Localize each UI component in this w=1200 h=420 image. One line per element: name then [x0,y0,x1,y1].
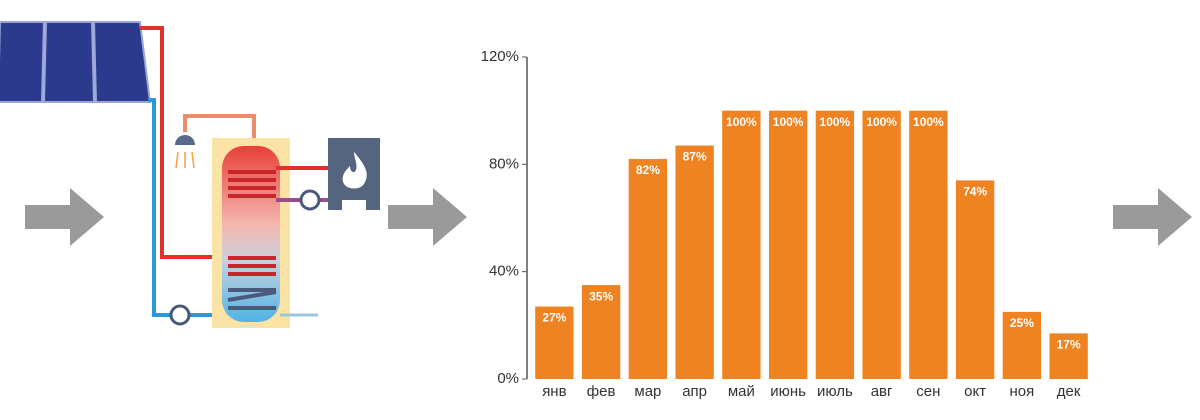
bar [628,158,668,379]
value-label: 87% [683,150,707,164]
cold-pipe [148,98,228,317]
bar [581,285,621,379]
bar [1002,311,1042,379]
value-label: 35% [589,289,613,303]
arrow [25,188,104,246]
solar-system-diagram [0,21,380,328]
x-tick-label: мар [634,383,661,400]
x-tick-label: янв [542,383,566,400]
bar [1049,333,1088,379]
y-tick-label: 120% [481,48,519,65]
value-label: 100% [913,115,944,129]
value-label: 100% [866,115,897,129]
value-label: 17% [1057,338,1081,352]
bar [862,110,901,380]
solar-panels [0,21,152,103]
value-label: 100% [820,115,851,129]
arrow [388,188,467,246]
x-tick-label: авг [871,383,893,400]
shower-drops [175,151,195,169]
bar [768,110,808,380]
bar [815,110,855,380]
x-tick-label: дек [1057,383,1081,400]
x-tick-label: июль [817,383,853,400]
value-label: 25% [1010,316,1034,330]
value-label: 82% [636,163,660,177]
x-tick-label: июнь [770,383,806,400]
value-label: 74% [963,185,987,199]
value-label: 100% [726,115,757,129]
y-tick-label: 0% [497,370,519,387]
x-tick-label: фев [587,383,616,400]
shower-head [175,135,195,145]
pump [169,304,191,326]
x-tick-label: апр [682,383,707,400]
bar [535,306,574,379]
value-label: 100% [773,115,804,129]
arrow [1113,188,1192,246]
value-label: 27% [542,311,566,325]
x-tick-label: ноя [1010,383,1035,400]
bar [722,110,761,380]
flame [342,152,367,189]
y-tick-label: 40% [489,263,519,280]
bar [675,145,714,379]
hot-pipe [140,26,228,259]
y-tick-label: 80% [489,155,519,172]
x-tick-label: окт [964,383,986,400]
coils [227,170,277,310]
x-tick-label: май [728,383,755,400]
pump [299,189,321,211]
bar [909,110,948,380]
boiler-base [342,200,366,210]
bar [955,180,995,379]
x-tick-label: сен [916,383,940,400]
shower-pipe [183,114,256,142]
